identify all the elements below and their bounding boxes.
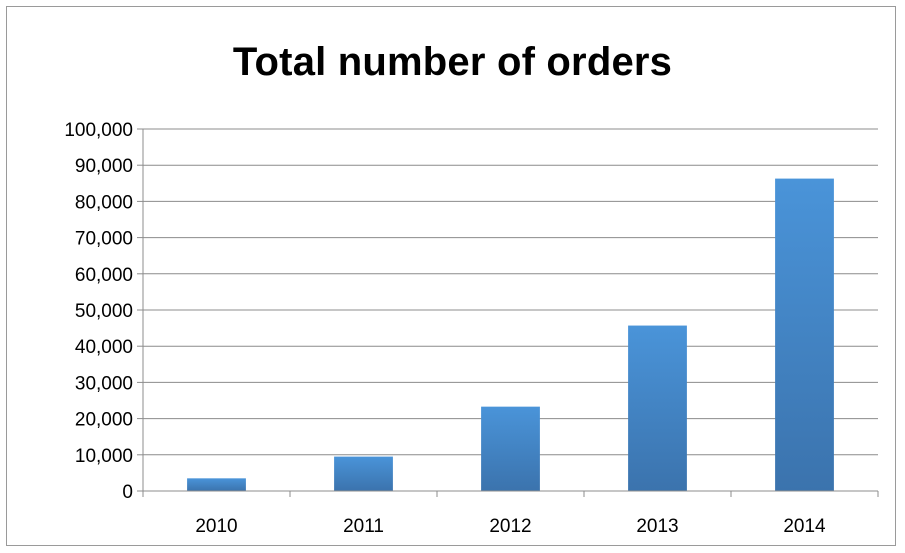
y-tick-label: 30,000	[75, 373, 133, 394]
y-tick-label: 100,000	[64, 120, 133, 141]
bar-2014	[775, 178, 834, 491]
y-tick-label: 60,000	[75, 265, 133, 286]
y-tick-label: 50,000	[75, 301, 133, 322]
x-tick-label: 2012	[489, 516, 531, 537]
bar-2011	[334, 456, 393, 491]
bar-2012	[481, 406, 540, 491]
y-tick-label: 90,000	[75, 156, 133, 177]
gridlines	[143, 128, 878, 456]
chart-title: Total number of orders	[232, 40, 673, 84]
y-tick-label: 40,000	[75, 337, 133, 358]
bar-2013	[628, 325, 687, 491]
y-tick-label: 80,000	[75, 192, 133, 213]
chart-frame	[6, 6, 896, 546]
axes	[137, 128, 879, 497]
bars	[187, 178, 834, 491]
x-axis-tick-labels: 2010 2011 2012 2013 2014	[195, 516, 826, 537]
y-tick-label: 70,000	[75, 229, 133, 250]
y-axis-tick-labels: 0 10,000 20,000 30,000 40,000 50,000 60,000 70,…	[64, 120, 133, 503]
y-tick-label: 0	[122, 482, 133, 503]
x-tick-label: 2014	[783, 516, 826, 537]
y-tick-label: 20,000	[75, 410, 133, 431]
x-tick-label: 2010	[195, 516, 237, 537]
x-tick-label: 2011	[343, 516, 384, 537]
x-tick-label: 2013	[636, 516, 678, 537]
bar-2010	[187, 478, 246, 491]
y-tick-label: 10,000	[75, 446, 133, 467]
